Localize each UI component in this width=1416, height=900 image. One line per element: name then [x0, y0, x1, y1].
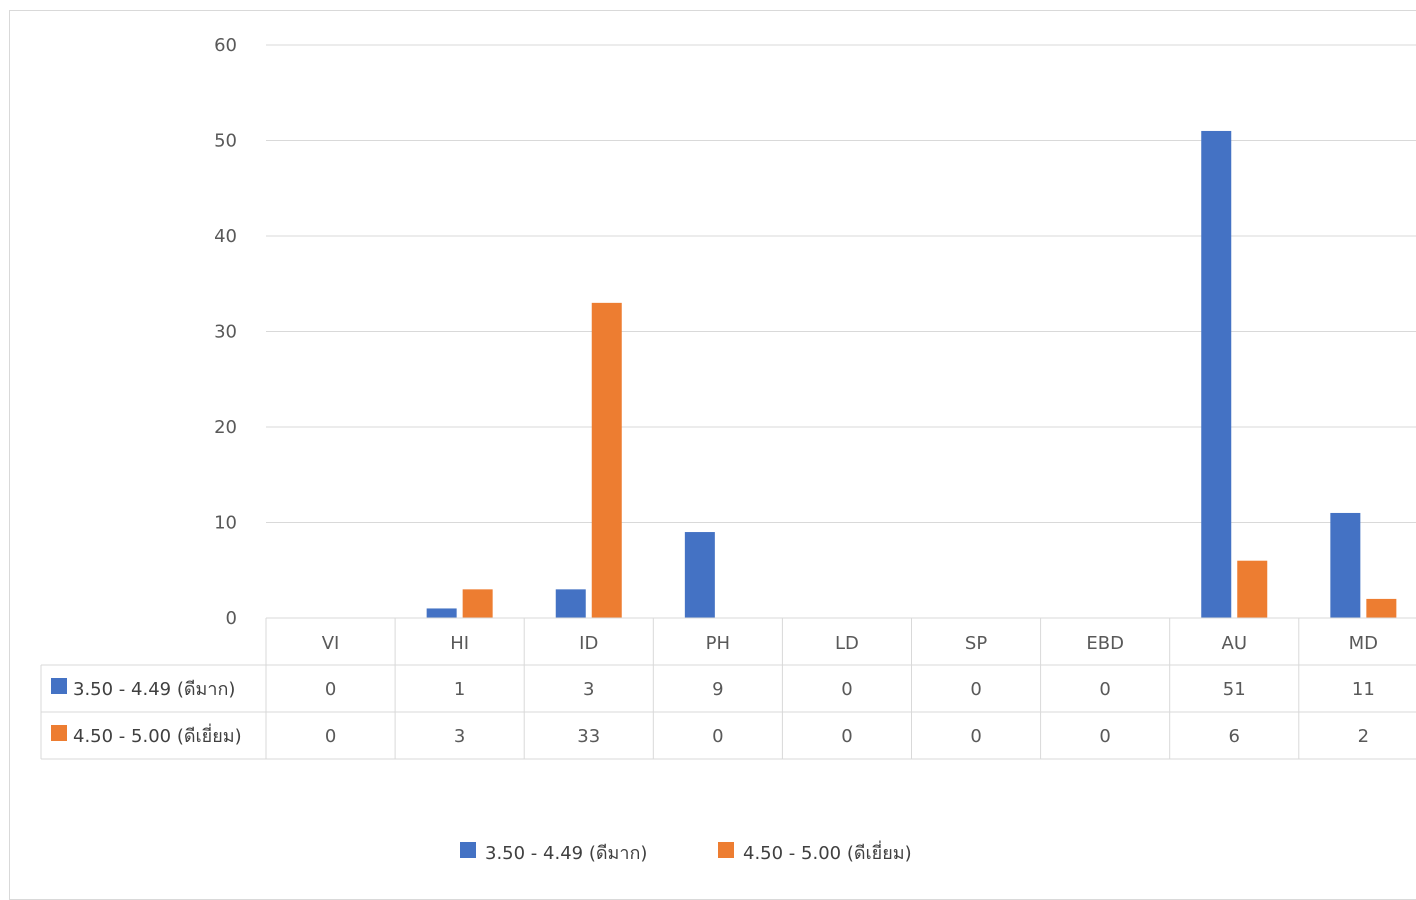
legend-key: [718, 842, 734, 858]
table-cell-value: 0: [1099, 679, 1110, 700]
table-cell-value: 0: [970, 679, 981, 700]
table-series-label: 3.50 - 4.49 (ดีมาก): [73, 679, 235, 700]
legend-label: 4.50 - 5.00 (ดีเยี่ยม): [743, 840, 912, 864]
y-tick-label: 50: [214, 131, 237, 152]
table-cell-value: 11: [1352, 679, 1375, 700]
legend-key: [460, 842, 476, 858]
series-key: [51, 725, 67, 741]
bar-series2-id: [591, 302, 622, 618]
category-label: PH: [706, 633, 730, 654]
table-cell-value: 9: [712, 679, 723, 700]
category-label: MD: [1349, 633, 1378, 654]
table-cell-value: 0: [841, 679, 852, 700]
bar-series1-ph: [684, 532, 715, 618]
category-label: VI: [322, 633, 340, 654]
bar-series2-md: [1366, 598, 1397, 618]
table-cell-value: 0: [841, 726, 852, 747]
category-label: HI: [450, 633, 469, 654]
table-cell-value: 0: [1099, 726, 1110, 747]
table-series-label: 4.50 - 5.00 (ดีเยี่ยม): [73, 723, 242, 747]
y-tick-label: 10: [214, 513, 237, 534]
table-cell-value: 3: [454, 726, 465, 747]
y-tick-label: 40: [214, 226, 237, 247]
category-label: LD: [835, 633, 859, 654]
table-cell-value: 0: [712, 726, 723, 747]
gridlines: [266, 44, 1416, 619]
data-table: VI HI ID PH LD SP EBD AU MD 3.50 - 4.49 (ดีมาก) 0 1…: [40, 617, 1416, 760]
y-tick-label: 0: [226, 608, 237, 629]
table-cell-value: 1: [454, 679, 465, 700]
series-key: [51, 678, 67, 694]
category-label: EBD: [1086, 633, 1124, 654]
bar-series2-au: [1237, 560, 1268, 618]
y-tick-label: 60: [214, 35, 237, 56]
y-tick-label: 30: [214, 322, 237, 343]
y-axis-ticks: 0 10 20 30 40 50 60: [214, 35, 237, 629]
bar-series2-hi: [462, 589, 493, 618]
table-cell-value: 0: [325, 726, 336, 747]
legend-label: 3.50 - 4.49 (ดีมาก): [485, 843, 647, 864]
category-label: SP: [965, 633, 987, 654]
table-cell-value: 2: [1358, 726, 1369, 747]
bar-series1-id: [555, 589, 586, 618]
category-label: ID: [579, 633, 598, 654]
table-cell-value: 0: [325, 679, 336, 700]
table-cell-value: 51: [1223, 679, 1246, 700]
bar-series1-md: [1330, 512, 1361, 618]
bars: [426, 130, 1397, 618]
legend: 3.50 - 4.49 (ดีมาก) 4.50 - 5.00 (ดีเยี่ยม…: [460, 840, 912, 864]
table-cell-value: 0: [970, 726, 981, 747]
table-cell-value: 3: [583, 679, 594, 700]
table-cell-value: 6: [1229, 726, 1240, 747]
table-cell-value: 33: [577, 726, 600, 747]
category-label: AU: [1222, 633, 1248, 654]
y-tick-label: 20: [214, 417, 237, 438]
bar-series1-au: [1201, 130, 1232, 618]
bar-series1-hi: [426, 608, 457, 618]
